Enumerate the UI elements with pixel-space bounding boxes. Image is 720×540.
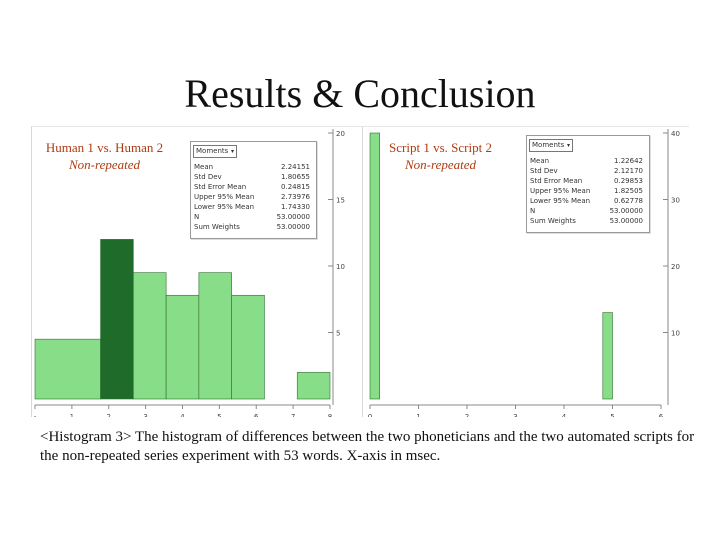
histogram-bar (296, 372, 331, 400)
moments-row: Lower 95% Mean 0.62778 (530, 196, 643, 206)
y-tick-label: 5 (336, 330, 340, 338)
x-tick-label: 5 (217, 413, 221, 417)
moments-stat-name: N (194, 213, 200, 221)
moments-stat-value: 0.24815 (281, 183, 310, 191)
moments-stat-value: 0.29853 (614, 177, 643, 185)
moments-row: Std Dev 1.80655 (194, 172, 310, 182)
x-tick-label: - (34, 413, 37, 417)
moments-stat-name: Upper 95% Mean (194, 193, 255, 201)
moments-row: N 53.00000 (194, 212, 310, 222)
triangle-down-icon: ▾ (566, 142, 570, 149)
moments-row: Lower 95% Mean 1.74330 (194, 202, 310, 212)
moments-stat-value: 53.00000 (276, 213, 310, 221)
moments-stat-value: 2.73976 (281, 193, 310, 201)
chart-title-text: Script 1 vs. Script 2 (389, 140, 492, 155)
histogram-bar (231, 294, 265, 400)
histogram-bar (100, 239, 134, 400)
moments-stat-name: Upper 95% Mean (530, 187, 591, 195)
x-tick-label: 2 (465, 413, 469, 417)
moments-stat-value: 53.00000 (609, 207, 643, 215)
x-tick-label: 4 (562, 413, 567, 417)
moments-row: N 53.00000 (530, 206, 643, 216)
x-tick-label: 1 (416, 413, 420, 417)
histogram-bar (165, 294, 200, 400)
x-tick-label: 0 (368, 413, 372, 417)
histogram-panel-human: - 1 2 3 4 5 6 7 8 20 15 10 5 Human 1 vs. Human 2 Non… (31, 126, 362, 417)
histogram-bar (602, 312, 613, 400)
moments-stat-value: 0.62778 (614, 197, 643, 205)
x-tick-label: 3 (143, 413, 147, 417)
moments-stat-value: 2.24151 (281, 163, 310, 171)
moments-stat-name: Lower 95% Mean (530, 197, 591, 205)
histogram-script-chart: 0 1 2 3 4 5 6 40 30 20 10 (368, 129, 680, 417)
y-tick-label: 10 (336, 263, 345, 271)
x-tick-label: 5 (610, 413, 614, 417)
x-tick-label: 8 (328, 413, 332, 417)
moments-stat-value: 1.82505 (614, 187, 643, 195)
histogram-bar (198, 272, 232, 400)
histogram-panel-script: 0 1 2 3 4 5 6 40 30 20 10 Script 1 vs. Script 2 No… (362, 126, 689, 417)
slide-title: Results & Conclusion (184, 71, 536, 116)
x-tick-label: 1 (70, 413, 74, 417)
y-tick-label: 20 (671, 263, 680, 271)
x-tick-label: 6 (254, 413, 259, 417)
moments-row: Upper 95% Mean 2.73976 (194, 192, 310, 202)
moments-label: Moments (196, 147, 229, 155)
y-tick-label: 40 (671, 130, 680, 138)
moments-table-script: Moments ▾ Mean 1.22642 Std Dev 2.12170 Std E… (526, 135, 650, 233)
moments-table-human: Moments ▾ Mean 2.24151 Std Dev 1.80655 Std E… (190, 141, 317, 239)
moments-stat-name: Std Error Mean (530, 177, 583, 185)
moments-stat-value: 1.74330 (281, 203, 310, 211)
moments-stat-value: 1.22642 (614, 157, 643, 165)
moments-row: Sum Weights 53.00000 (194, 222, 310, 232)
moments-stat-name: Mean (530, 157, 550, 165)
chart-subtitle-text: Non-repeated (405, 157, 476, 172)
chart-subtitle-text: Non-repeated (69, 157, 140, 172)
chart-title-script: Script 1 vs. Script 2 Non-repeated (373, 139, 508, 173)
moments-row: Upper 95% Mean 1.82505 (530, 186, 643, 196)
x-tick-label: 7 (291, 413, 295, 417)
x-tick-label: 6 (659, 413, 664, 417)
moments-row: Std Error Mean 0.29853 (530, 176, 643, 186)
chart-title-text: Human 1 vs. Human 2 (45, 140, 164, 155)
moments-stat-value: 1.80655 (281, 173, 310, 181)
moments-label: Moments (532, 141, 565, 149)
moments-stat-name: Lower 95% Mean (194, 203, 255, 211)
moments-stat-value: 53.00000 (609, 217, 643, 225)
chart-title-human: Human 1 vs. Human 2 Non-repeated (32, 139, 177, 173)
histogram-bar (369, 132, 380, 400)
y-tick-label: 15 (336, 197, 345, 205)
histogram-human-chart: - 1 2 3 4 5 6 7 8 20 15 10 5 (34, 129, 345, 417)
histogram-bar (133, 272, 167, 400)
moments-stat-name: Std Dev (530, 167, 558, 175)
y-tick-label: 10 (671, 330, 680, 338)
x-tick-label: 2 (107, 413, 111, 417)
x-tick-label: 3 (513, 413, 517, 417)
moments-stat-name: Std Dev (194, 173, 222, 181)
moments-row: Std Error Mean 0.24815 (194, 182, 310, 192)
moments-row: Std Dev 2.12170 (530, 166, 643, 176)
moments-stat-value: 2.12170 (614, 167, 643, 175)
moments-stat-name: Sum Weights (194, 223, 240, 231)
moments-row: Mean 1.22642 (530, 156, 643, 166)
moments-stat-name: Mean (194, 163, 214, 171)
y-tick-label: 20 (336, 130, 345, 138)
triangle-down-icon: ▾ (230, 148, 234, 155)
figure-caption: <Histogram 3> The histogram of differenc… (40, 429, 695, 464)
moments-row: Mean 2.24151 (194, 162, 310, 172)
moments-stat-value: 53.00000 (276, 223, 310, 231)
x-tick-label: 4 (180, 413, 185, 417)
moments-dropdown[interactable]: Moments ▾ (193, 145, 237, 158)
moments-stat-name: Sum Weights (530, 217, 576, 225)
moments-dropdown[interactable]: Moments ▾ (529, 139, 573, 152)
moments-stat-name: Std Error Mean (194, 183, 247, 191)
y-tick-label: 30 (671, 197, 680, 205)
moments-row: Sum Weights 53.00000 (530, 216, 643, 226)
histogram-bar (34, 338, 101, 400)
moments-stat-name: N (530, 207, 536, 215)
